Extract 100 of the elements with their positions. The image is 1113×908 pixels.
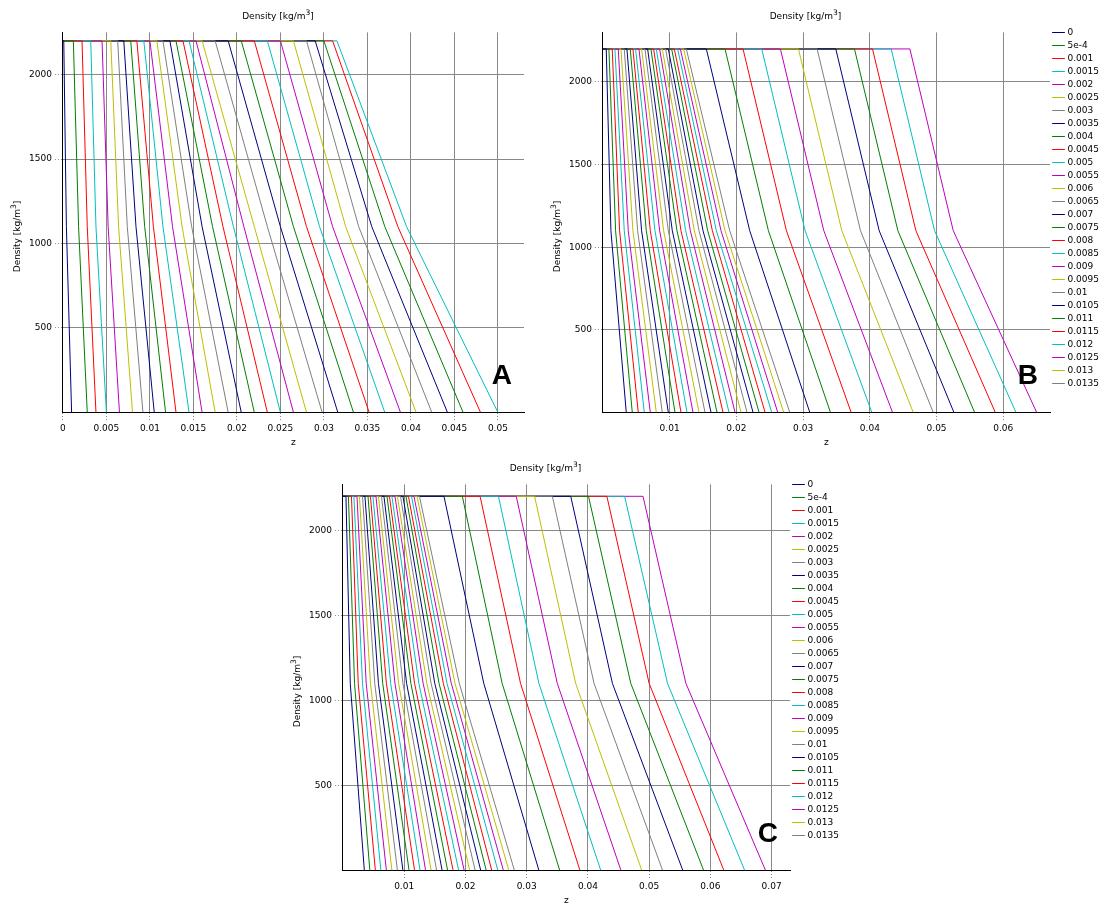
y-tick-label: 1500 xyxy=(569,158,593,169)
x-tick-label: 0.03 xyxy=(793,423,814,434)
legend-label: 0.01 xyxy=(807,738,828,749)
legend-label: 0.0015 xyxy=(807,517,840,528)
legend-label: 0.0025 xyxy=(1067,91,1100,102)
legend-label: 0.013 xyxy=(807,816,834,827)
x-tick-label: 0.015 xyxy=(180,423,207,434)
legend-label: 0.0125 xyxy=(1067,351,1100,362)
legend-label: 0.0085 xyxy=(1067,247,1100,258)
legend-label: 0.0025 xyxy=(807,543,840,554)
legend-label: 0.003 xyxy=(1067,104,1094,115)
legend-label: 0.0045 xyxy=(1067,143,1100,154)
legend-label: 0.0055 xyxy=(1067,169,1100,180)
legend-label: 0.0125 xyxy=(807,803,840,814)
legend-label: 0.0075 xyxy=(1067,221,1100,232)
legend-label: 0.0105 xyxy=(1067,299,1100,310)
legend-label: 0.002 xyxy=(807,530,834,541)
legend-label: 5e-4 xyxy=(807,491,829,502)
legend-label: 0.008 xyxy=(807,686,834,697)
legend-label: 0 xyxy=(1067,26,1074,37)
legend-label: 0.005 xyxy=(1067,156,1094,167)
legend-label: 0.0015 xyxy=(1067,65,1100,76)
legend-label: 0.0095 xyxy=(1067,273,1100,284)
x-tick-label: 0.045 xyxy=(441,423,468,434)
legend-label: 0.012 xyxy=(807,790,834,801)
x-tick-label: 0.07 xyxy=(761,881,782,892)
x-axis-title: z xyxy=(291,436,297,447)
x-tick-label: 0.035 xyxy=(354,423,381,434)
y-tick-label: 1000 xyxy=(309,694,333,705)
y-tick-label: 2000 xyxy=(569,76,593,87)
x-tick-label: 0.005 xyxy=(93,423,120,434)
legend-label: 0.012 xyxy=(1067,338,1094,349)
legend-label: 0.0115 xyxy=(1067,325,1100,336)
x-tick-label: 0.01 xyxy=(394,881,415,892)
legend-label: 0.002 xyxy=(1067,78,1094,89)
legend-label: 0.0035 xyxy=(1067,117,1100,128)
x-tick-label: 0.02 xyxy=(726,423,747,434)
legend-label: 0.0105 xyxy=(807,751,840,762)
x-tick-label: 0.01 xyxy=(659,423,680,434)
y-tick-label: 1000 xyxy=(569,241,593,252)
x-tick-label: 0.01 xyxy=(139,423,160,434)
legend-label: 0.0055 xyxy=(807,621,840,632)
y-tick-label: 1000 xyxy=(29,237,53,248)
annotation: A xyxy=(491,359,512,391)
x-tick-label: 0.04 xyxy=(400,423,422,434)
legend-label: 0.004 xyxy=(1067,130,1094,141)
y-tick-label: 500 xyxy=(34,322,53,333)
x-tick-label: 0.05 xyxy=(926,423,947,434)
legend-label: 0.011 xyxy=(807,764,834,775)
legend-label: 0.006 xyxy=(807,634,834,645)
legend-label: 0.0135 xyxy=(1067,377,1100,388)
y-tick-label: 2000 xyxy=(29,68,53,79)
x-axis-title: z xyxy=(824,436,830,447)
chart-title: Density [kg/m$^{3}$] xyxy=(508,460,583,473)
x-axis-title: z xyxy=(564,894,570,905)
legend-label: 0.008 xyxy=(1067,234,1094,245)
legend-label: 0.007 xyxy=(1067,208,1094,219)
x-tick-label: 0.05 xyxy=(639,881,660,892)
legend-label: 0.013 xyxy=(1067,364,1094,375)
legend-label: 0.009 xyxy=(807,712,834,723)
y-tick-label: 2000 xyxy=(309,524,333,535)
legend-label: 5e-4 xyxy=(1067,39,1089,50)
legend-label: 0.006 xyxy=(1067,182,1094,193)
legend-label: 0.0045 xyxy=(807,595,840,606)
y-tick-label: 500 xyxy=(314,779,333,790)
y-tick-label: 1500 xyxy=(29,153,53,164)
legend-label: 0.0065 xyxy=(807,647,840,658)
legend-label: 0 xyxy=(807,478,814,489)
y-tick-label: 500 xyxy=(574,324,593,335)
legend-label: 0.001 xyxy=(1067,52,1094,63)
x-tick-label: 0 xyxy=(60,423,67,434)
legend-label: 0.003 xyxy=(807,556,834,567)
chart-title: Density [kg/m$^{3}$] xyxy=(768,8,843,21)
chart-title: Density [kg/m$^{3}$] xyxy=(241,8,315,21)
x-tick-label: 0.04 xyxy=(577,881,599,892)
legend-label: 0.0135 xyxy=(807,829,840,840)
legend-label: 0.011 xyxy=(1067,312,1094,323)
annotation: C xyxy=(757,817,779,849)
x-tick-label: 0.04 xyxy=(859,423,881,434)
x-tick-label: 0.02 xyxy=(455,881,476,892)
annotation: B xyxy=(1017,359,1039,391)
legend-label: 0.004 xyxy=(807,582,834,593)
y-tick-label: 1500 xyxy=(309,609,333,620)
legend-label: 0.01 xyxy=(1067,286,1088,297)
x-tick-label: 0.025 xyxy=(267,423,294,434)
legend-label: 0.009 xyxy=(1067,260,1094,271)
x-tick-label: 0.06 xyxy=(700,881,721,892)
x-tick-label: 0.03 xyxy=(313,423,334,434)
legend-label: 0.007 xyxy=(807,660,834,671)
x-tick-label: 0.06 xyxy=(993,423,1014,434)
legend-label: 0.0065 xyxy=(1067,195,1100,206)
x-tick-label: 0.05 xyxy=(487,423,508,434)
legend-label: 0.0075 xyxy=(807,673,840,684)
x-tick-label: 0.03 xyxy=(516,881,537,892)
legend-label: 0.0035 xyxy=(807,569,840,580)
legend-label: 0.0115 xyxy=(807,777,840,788)
legend-label: 0.0095 xyxy=(807,725,840,736)
x-tick-label: 0.02 xyxy=(226,423,247,434)
legend-label: 0.0085 xyxy=(807,699,840,710)
legend-label: 0.005 xyxy=(807,608,834,619)
